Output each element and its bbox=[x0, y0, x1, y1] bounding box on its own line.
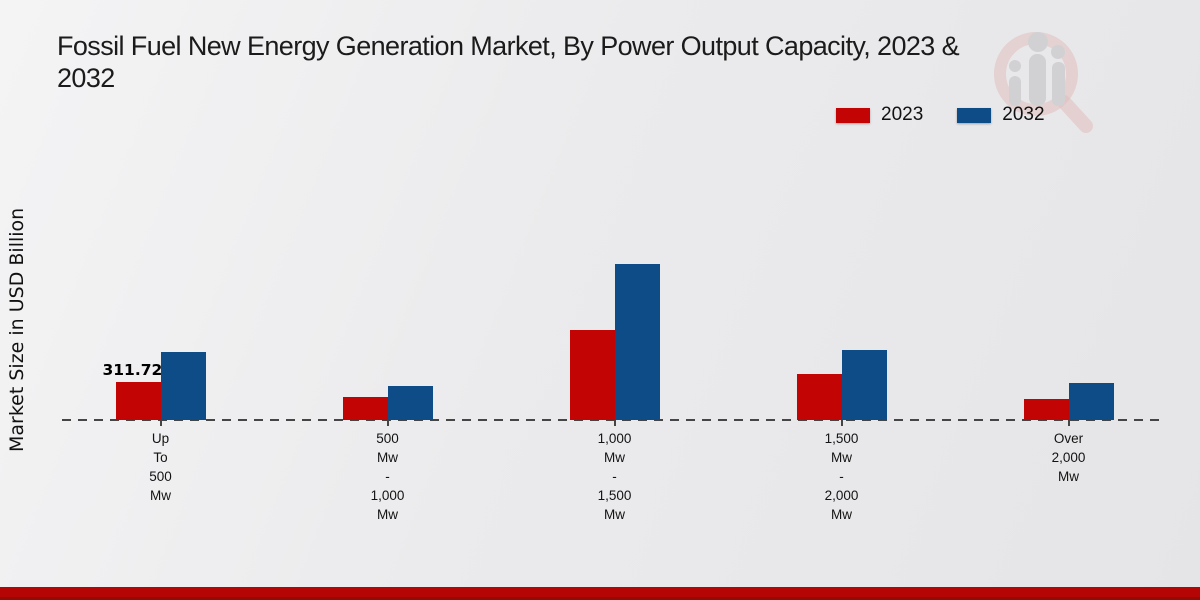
legend-label-2023: 2023 bbox=[881, 104, 924, 125]
legend-label-2032: 2032 bbox=[1002, 104, 1045, 125]
bar-2032-cat0 bbox=[160, 352, 206, 420]
x-tick-label-2: 1,000 Mw -1,500 Mw bbox=[501, 420, 728, 524]
chart-title-line1: Fossil Fuel New Energy Generation Market… bbox=[57, 31, 960, 61]
x-tick-label-3: 1,500 Mw -2,000 Mw bbox=[728, 420, 955, 524]
bar-group-4 bbox=[955, 0, 1182, 420]
legend-item-2023: 2023 bbox=[836, 104, 923, 126]
footer-accent-bar bbox=[0, 587, 1200, 600]
magnifier-bar-chart-logo-icon bbox=[992, 16, 1104, 139]
legend-item-2032: 2032 bbox=[957, 104, 1045, 126]
axis-tick bbox=[386, 420, 389, 426]
axis-tick bbox=[613, 420, 616, 426]
bar-2023-cat1 bbox=[342, 397, 388, 420]
data-label-311.72: 311.72 bbox=[102, 361, 163, 379]
bar-2023-cat2 bbox=[569, 330, 615, 420]
x-tick-label-0: Up To 500 Mw bbox=[47, 420, 274, 524]
bar-group-1 bbox=[274, 0, 501, 420]
x-tick-label-4: Over 2,000 Mw bbox=[955, 420, 1182, 524]
y-axis-label: Market Size in USD Billion bbox=[6, 207, 28, 453]
legend-swatch-2032-icon bbox=[957, 107, 992, 123]
bar-2023-cat3 bbox=[796, 374, 842, 420]
axis-tick bbox=[1067, 420, 1070, 426]
axis-tick bbox=[159, 420, 162, 426]
x-tick-label-1: 500 Mw -1,000 Mw bbox=[274, 420, 501, 524]
chart-title-line2: 2032 bbox=[57, 63, 115, 94]
bar-2032-cat1 bbox=[387, 386, 433, 420]
bar-group-0: 311.72 bbox=[47, 0, 274, 420]
bar-group-3 bbox=[728, 0, 955, 420]
legend: 2023 2032 bbox=[836, 104, 1045, 126]
axis-tick bbox=[840, 420, 843, 426]
bar-2032-cat4 bbox=[1068, 382, 1114, 420]
legend-swatch-2023-icon bbox=[836, 107, 870, 123]
bar-2032-cat2 bbox=[614, 264, 660, 420]
zero-baseline bbox=[62, 419, 1162, 421]
chart-title: Fossil Fuel New Energy Generation Market… bbox=[57, 30, 1197, 95]
bar-2023-cat4 bbox=[1023, 399, 1069, 420]
bar-group-2 bbox=[501, 0, 728, 420]
bar-2023-cat0 bbox=[115, 382, 161, 420]
bar-plot: 311.72 bbox=[47, 0, 1182, 420]
x-axis: Up To 500 Mw 500 Mw -1,000 Mw 1,000 Mw -1,500 Mw 1,5… bbox=[47, 420, 1182, 524]
bar-2032-cat3 bbox=[841, 350, 887, 420]
